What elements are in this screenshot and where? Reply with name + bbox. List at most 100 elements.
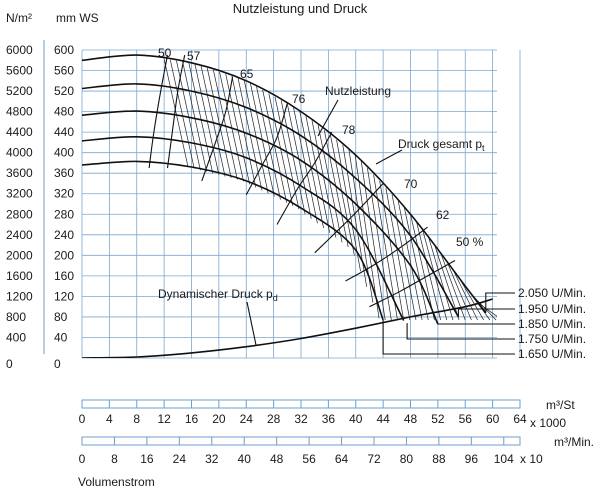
- y-axis-label-nm2: N/m²: [6, 11, 32, 25]
- y-tick-label-mmws: 120: [54, 289, 74, 303]
- efficiency-hatch-region: [163, 58, 497, 321]
- chart-text: 6000560052004800440040003600320028002400…: [6, 1, 586, 371]
- speed-label: 1.650 U/Min.: [518, 347, 586, 361]
- speed-leader-1: [457, 308, 515, 317]
- hatch-line: [453, 270, 478, 321]
- y-tick-label-nm2: 0: [6, 357, 13, 371]
- y-tick-label-mmws: 360: [54, 166, 74, 180]
- hatch-line: [169, 59, 195, 169]
- hatch-line: [268, 93, 294, 206]
- y-tick-label-mmws: 320: [54, 187, 74, 201]
- hatch-line: [200, 65, 226, 177]
- y-tick-label-nm2: 3600: [6, 166, 33, 180]
- hatch-line: [305, 115, 331, 233]
- x-axis-hour-multiplier: x 1000: [530, 416, 566, 430]
- x-axis-min-tick-label: 88: [432, 452, 446, 466]
- x-axis-hour-tick-label: 44: [376, 412, 390, 426]
- x-axis-min-tick-label: 96: [465, 452, 479, 466]
- y-tick-label-nm2: 5600: [6, 64, 33, 78]
- x-axis-hour-tick-label: 52: [431, 412, 445, 426]
- dynamic-pressure-leader: [246, 301, 257, 346]
- efficiency-isoline-0: [148, 55, 169, 169]
- y-tick-label-mmws: 80: [54, 310, 68, 324]
- power-label: Nutzleistung: [325, 84, 391, 98]
- y-tick-label-mmws: 440: [54, 125, 74, 139]
- hatch-line: [286, 103, 312, 219]
- y-tick-label-mmws: 520: [54, 84, 74, 98]
- hatch-line: [293, 107, 318, 224]
- hatch-line: [434, 246, 460, 321]
- hatch-line: [219, 71, 244, 182]
- x-axis-min-tick-label: 56: [302, 452, 316, 466]
- x-axis-min-tick-label: 40: [238, 452, 252, 466]
- speed-label: 1.850 U/Min.: [518, 317, 586, 331]
- total-pressure-leader: [375, 149, 403, 165]
- efficiency-label: 78: [342, 123, 356, 137]
- hatch-line: [163, 58, 189, 168]
- hatch-line: [459, 278, 485, 321]
- y-tick-label-mmws: 160: [54, 269, 74, 283]
- hatch-line: [274, 96, 300, 210]
- hatch-line: [188, 62, 214, 174]
- y-tick-label-nm2: 4000: [6, 146, 33, 160]
- pressure-curve-1: [82, 83, 460, 318]
- speed-label: 1.950 U/Min.: [518, 302, 586, 316]
- x-axis-hour-tick-label: 40: [349, 412, 363, 426]
- hatch-line: [410, 214, 435, 321]
- y-tick-label-mmws: 40: [54, 330, 68, 344]
- hatch-line: [336, 139, 361, 272]
- x-axis-min-tick-label: 48: [270, 452, 284, 466]
- efficiency-label: 65: [240, 67, 254, 81]
- dynamic-pressure-curve: [82, 298, 493, 358]
- x-axis-hour-tick-label: 0: [79, 412, 86, 426]
- y-tick-label-nm2: 4800: [6, 105, 33, 119]
- y-tick-label-nm2: 5200: [6, 84, 33, 98]
- efficiency-isoline-2: [201, 76, 234, 182]
- hatch-line: [397, 200, 423, 321]
- speed-label: 1.750 U/Min.: [518, 332, 586, 346]
- x-axis-min-multiplier: x 10: [520, 452, 543, 466]
- x-axis-hour-tick-label: 48: [404, 412, 418, 426]
- hatch-line: [182, 61, 207, 172]
- speed-leader-4: [382, 320, 515, 355]
- y-tick-label-nm2: 2400: [6, 228, 33, 242]
- y-tick-label-mmws: 600: [54, 43, 74, 57]
- hatch-line: [311, 120, 337, 238]
- y-tick-label-nm2: 2800: [6, 207, 33, 221]
- x-axis-min-tick-label: 80: [400, 452, 414, 466]
- hatch-line: [317, 125, 343, 243]
- efficiency-label: 62: [436, 208, 450, 222]
- x-axis-min-box: [81, 436, 521, 446]
- x-axis-hour-tick-label: 20: [212, 412, 226, 426]
- hatch-line: [299, 110, 324, 229]
- x-axis-hour-unit: m³/St: [546, 398, 575, 412]
- pressure-curve-3: [82, 135, 405, 321]
- x-axis-min-tick-label: 32: [205, 452, 219, 466]
- y-tick-label-mmws: 200: [54, 248, 74, 262]
- dynamic-pressure-label: Dynamischer Druck pd: [158, 287, 278, 303]
- efficiency-isoline-3: [245, 103, 288, 196]
- x-axis-hour-tick-label: 16: [185, 412, 199, 426]
- hatch-line: [330, 134, 355, 256]
- x-axis-min-unit: m³/Min.: [554, 435, 594, 449]
- x-axis-hour-tick-label: 56: [459, 412, 473, 426]
- efficiency-label: 70: [404, 177, 418, 191]
- y-tick-label-nm2: 1600: [6, 269, 33, 283]
- hatch-line: [416, 222, 441, 321]
- efficiency-label: 57: [187, 49, 201, 63]
- y-tick-label-mmws: 240: [54, 228, 74, 242]
- y-tick-label-nm2: 4400: [6, 125, 33, 139]
- efficiency-isoline-7: [369, 260, 456, 308]
- x-axis-hour-tick-label: 8: [133, 412, 140, 426]
- pressure-curve-2: [82, 110, 439, 325]
- hatch-line: [280, 100, 306, 214]
- x-axis-min-tick-label: 72: [367, 452, 381, 466]
- hatch-line: [428, 238, 454, 321]
- pressure-curves: [82, 54, 493, 358]
- efficiency-label: 76: [292, 92, 306, 106]
- chart-title: Nutzleistung und Druck: [233, 1, 368, 16]
- x-axis-min-tick-label: 64: [335, 452, 349, 466]
- x-axis-hour-tick-label: 64: [513, 412, 527, 426]
- x-axis-title: Volumenstrom: [78, 475, 155, 489]
